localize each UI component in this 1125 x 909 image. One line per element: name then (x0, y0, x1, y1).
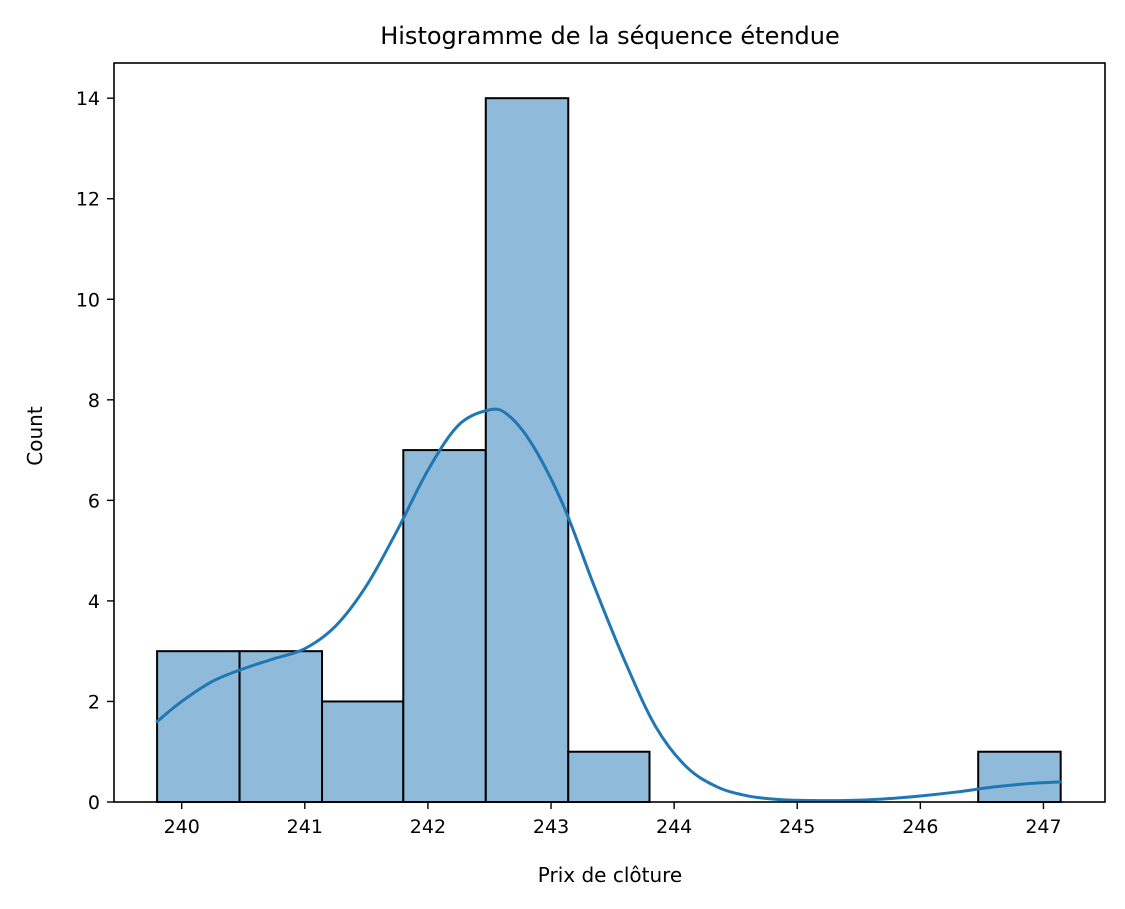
x-axis-label: Prix de clôture (538, 863, 682, 887)
x-tick-label: 245 (779, 816, 815, 838)
chart-title: Histogramme de la séquence étendue (380, 22, 840, 50)
y-tick-label: 2 (88, 691, 100, 713)
x-tick-label: 243 (533, 816, 569, 838)
histogram-bar-2 (321, 700, 405, 804)
x-tick-label: 247 (1025, 816, 1061, 838)
histogram-bar-3 (402, 449, 487, 803)
kde-curve (155, 407, 1063, 803)
y-tick-label: 4 (88, 591, 100, 613)
histogram-bar-5 (567, 750, 651, 804)
y-tick-label: 0 (88, 792, 100, 814)
x-tick-label: 241 (287, 816, 323, 838)
x-tick-label: 244 (656, 816, 692, 838)
x-tick-label: 242 (410, 816, 446, 838)
y-tick-label: 14 (76, 88, 100, 110)
histogram-bar-10 (977, 750, 1062, 804)
y-tick-label: 10 (76, 289, 100, 311)
y-axis-label: Count (23, 406, 47, 466)
kde-group (155, 407, 1063, 803)
histogram-bar-4 (484, 97, 570, 803)
y-axis: 0 2 4 6 8 10 12 14 (76, 88, 114, 814)
histogram-bar-1 (238, 650, 324, 803)
y-tick-label: 8 (88, 390, 100, 412)
x-tick-label: 240 (164, 816, 200, 838)
y-tick-label: 6 (88, 490, 100, 512)
y-tick-label: 12 (76, 189, 100, 211)
x-axis: 240 241 242 243 244 245 246 247 (164, 802, 1062, 838)
x-tick-label: 246 (902, 816, 938, 838)
bars-group (156, 97, 1062, 804)
plot-frame (113, 62, 1106, 803)
